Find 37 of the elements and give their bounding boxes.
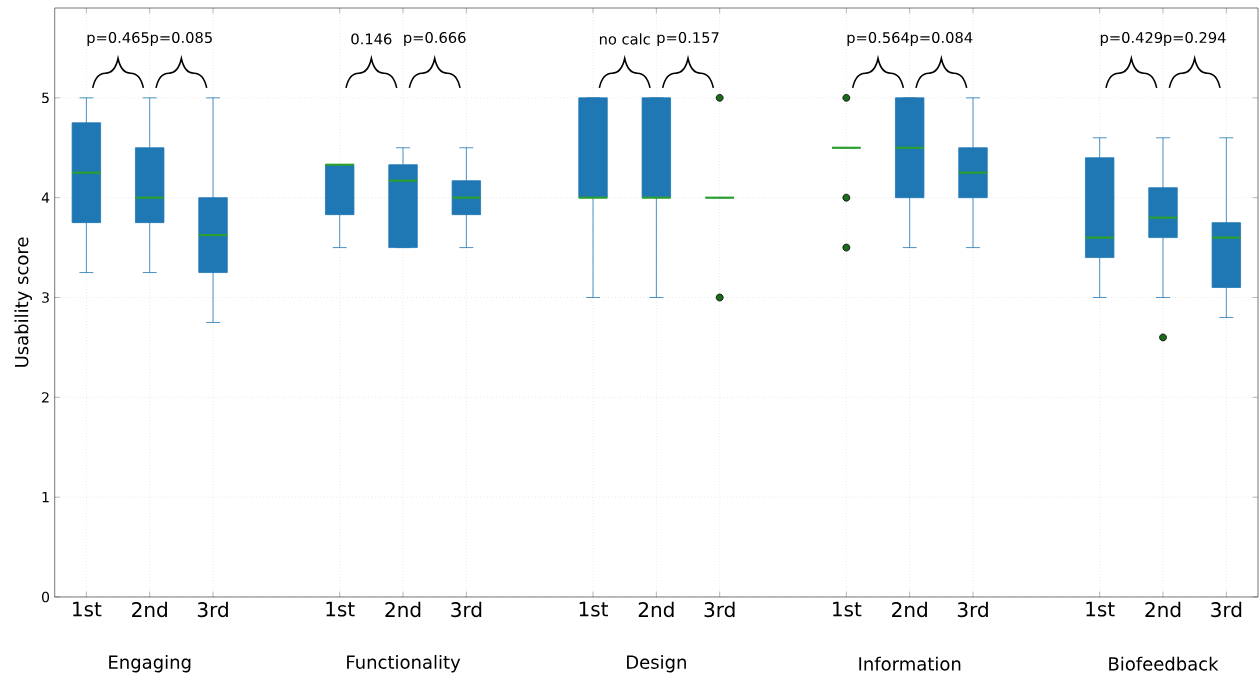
y-tick-label: 5	[42, 92, 49, 104]
x-tick-label: 3rd	[957, 601, 988, 618]
x-tick-label: 1st	[73, 601, 102, 617]
x-tick-label: 2nd	[132, 601, 167, 618]
annotation: p=0.085	[150, 31, 212, 46]
text: Functionality	[347, 654, 461, 673]
annotation: p=0.465	[87, 31, 149, 46]
annotation: p=0.564	[847, 31, 909, 46]
annotation: p=0.084	[910, 31, 973, 46]
text: Engaging	[109, 654, 191, 673]
annotation: p=0.429	[1100, 31, 1163, 46]
x-tick-label: 2nd	[385, 601, 421, 618]
y-tick-label: 4	[41, 192, 50, 203]
y-tick-label: 2	[42, 392, 49, 403]
text: Information	[859, 656, 961, 671]
x-tick-label: 3rd	[1211, 601, 1242, 618]
text: Design	[627, 654, 686, 673]
x-tick-label: 3rd	[704, 601, 735, 618]
annotation: p=0.294	[1164, 31, 1226, 46]
x-tick-label: 2nd	[638, 601, 674, 618]
x-tick-label: 3rd	[197, 601, 228, 618]
annotation: p=0.666	[404, 31, 466, 46]
y-tick-label: 3	[42, 292, 49, 303]
x-tick-label: 1st	[579, 601, 609, 617]
y-tick-label: 1	[42, 492, 49, 503]
annotation: 0.146	[351, 33, 392, 45]
text: Biofeedback	[1109, 656, 1219, 671]
annotation: p=0.157	[657, 31, 719, 46]
x-tick-label: 2nd	[1145, 601, 1181, 618]
y-tick-label: 0	[42, 591, 50, 603]
x-tick-label: 1st	[326, 601, 355, 617]
y-axis-title: Usability score	[14, 237, 32, 367]
x-tick-label: 2nd	[892, 601, 927, 618]
x-tick-label: 1st	[833, 601, 862, 617]
annotation: no calc	[599, 33, 650, 45]
x-tick-label: 1st	[1086, 601, 1115, 617]
x-tick-label: 3rd	[451, 601, 482, 618]
